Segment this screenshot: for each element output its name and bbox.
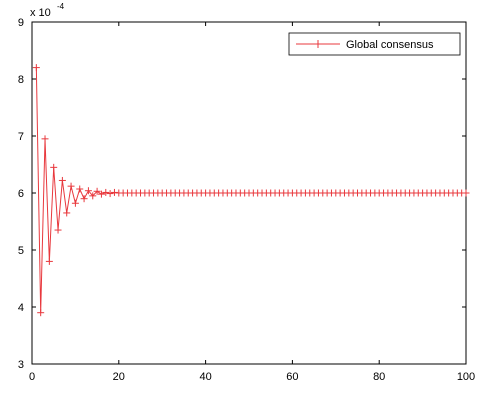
data-point [71, 199, 79, 207]
data-point [67, 182, 75, 190]
y-tick-label: 8 [18, 74, 24, 86]
data-point [32, 64, 40, 72]
legend-label: Global consensus [346, 39, 434, 51]
y-tick-label: 7 [18, 131, 24, 143]
data-point [106, 190, 114, 198]
legend-box [288, 32, 461, 56]
y-scale-exponent: -4 [57, 2, 65, 11]
y-tick-label: 9 [18, 17, 24, 29]
data-point [58, 176, 66, 184]
axis-ticks: 0 20 40 60 80 100 3 4 5 6 7 8 9 [18, 17, 475, 383]
data-point [54, 226, 62, 234]
data-point [63, 209, 71, 217]
legend: Global consensus [288, 32, 461, 56]
data-point [93, 187, 101, 195]
data-point [80, 195, 88, 203]
data-point [37, 309, 45, 317]
x-tick-label: 60 [286, 371, 298, 383]
y-scale-multiplier: x 10 [30, 7, 51, 19]
data-point [102, 188, 110, 196]
data-point [76, 185, 84, 193]
y-tick-label: 6 [18, 188, 24, 200]
data-point [41, 135, 49, 143]
data-point [110, 188, 118, 196]
data-point [84, 187, 92, 195]
y-tick-label: 5 [18, 245, 24, 257]
x-tick-label: 0 [29, 371, 35, 383]
x-tick-label: 40 [199, 371, 211, 383]
x-tick-label: 80 [373, 371, 385, 383]
y-tick-label: 3 [18, 359, 24, 371]
data-point [45, 257, 53, 265]
data-point [97, 190, 105, 198]
x-tick-label: 100 [457, 371, 475, 383]
series-layer [32, 64, 470, 317]
data-point [89, 192, 97, 200]
y-tick-label: 4 [18, 302, 24, 314]
data-point [462, 189, 470, 197]
data-point [50, 163, 58, 171]
x-tick-label: 20 [113, 371, 125, 383]
